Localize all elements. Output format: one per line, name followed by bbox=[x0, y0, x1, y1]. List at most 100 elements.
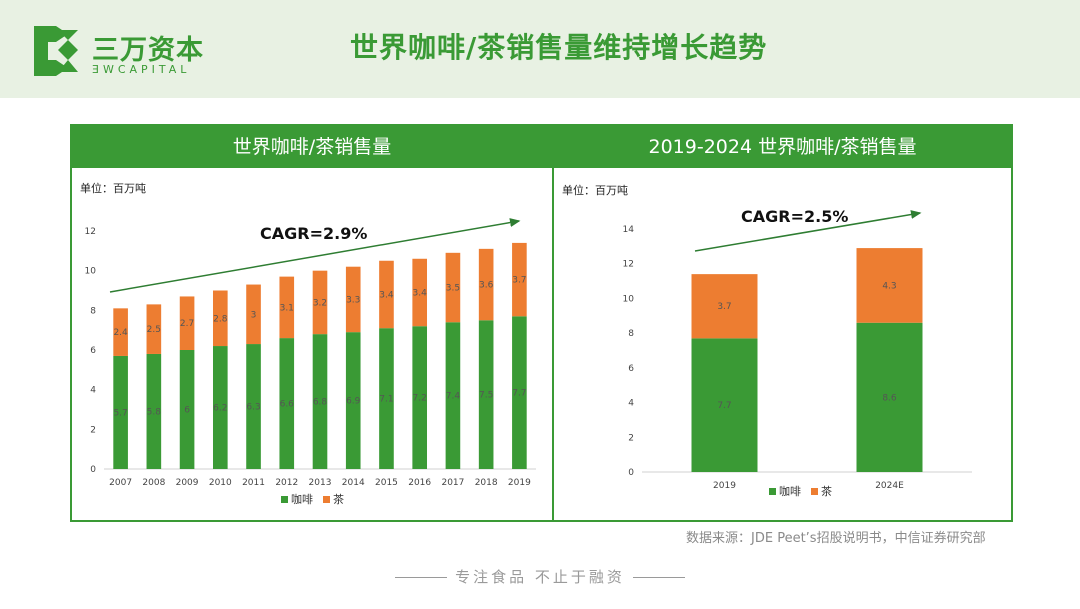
bar-tea bbox=[113, 308, 128, 356]
chart-world-sales: 0 2 4 6 8 10 12 5.7 2.4 2007 5.8 2.5 2008 6 2.7 2009 6.2… bbox=[85, 218, 536, 506]
trend-arrow bbox=[694, 210, 922, 252]
data-label: 5.8 bbox=[147, 407, 162, 417]
data-label: 7.1 bbox=[379, 395, 393, 405]
bar-coffee bbox=[345, 332, 361, 469]
data-label: 7.5 bbox=[479, 391, 493, 401]
legend-swatch-tea bbox=[811, 488, 818, 495]
y-tick-label: 2 bbox=[90, 425, 96, 435]
data-label: 8.6 bbox=[882, 393, 897, 403]
x-tick-label: 2013 bbox=[309, 478, 332, 488]
data-label: 6.8 bbox=[313, 398, 328, 408]
bar-coffee bbox=[212, 346, 228, 469]
data-label: 2.5 bbox=[147, 325, 161, 335]
bar-tea bbox=[478, 248, 494, 321]
y-tick-label: 6 bbox=[90, 346, 96, 356]
y-tick-label: 4 bbox=[90, 386, 96, 396]
data-label: 7.2 bbox=[413, 394, 427, 404]
data-label: 3.2 bbox=[313, 298, 327, 308]
divider bbox=[632, 577, 685, 578]
data-label: 2.7 bbox=[180, 319, 194, 329]
x-tick-label: 2024E bbox=[875, 481, 904, 491]
bar-tea bbox=[212, 290, 228, 347]
chart-title: 2019-2024 世界咖啡/茶销售量 bbox=[554, 126, 1011, 168]
x-tick-label: 2017 bbox=[441, 478, 464, 488]
trend-arrow bbox=[109, 218, 521, 293]
data-label: 6.2 bbox=[213, 404, 227, 414]
x-tick-label: 2008 bbox=[142, 478, 165, 488]
bar-coffee bbox=[279, 338, 295, 469]
legend-swatch-coffee bbox=[281, 496, 288, 503]
x-tick-label: 2009 bbox=[176, 478, 199, 488]
legend-label: 茶 bbox=[333, 493, 344, 506]
y-tick-label: 0 bbox=[628, 468, 634, 478]
bar-tea bbox=[412, 258, 428, 327]
x-tick-label: 2015 bbox=[375, 478, 398, 488]
page-title: 世界咖啡/茶销售量维持增长趋势 bbox=[350, 31, 768, 64]
y-tick-label: 12 bbox=[623, 260, 634, 270]
bar-tea bbox=[246, 284, 261, 345]
data-label: 2.4 bbox=[113, 328, 128, 338]
bar-tea bbox=[312, 270, 328, 335]
bar-coffee bbox=[445, 322, 461, 469]
data-label: 3.1 bbox=[280, 303, 294, 313]
data-label: 2.8 bbox=[213, 314, 228, 324]
chart-panel-forecast: 2019-2024 世界咖啡/茶销售量 单位：百万吨 0 2 4 6 8 10 12 14 7.… bbox=[552, 124, 1013, 522]
x-tick-label: 2019 bbox=[508, 478, 531, 488]
chart-title: 世界咖啡/茶销售量 bbox=[72, 126, 552, 168]
source-note: 数据来源：JDE Peet’s招股说明书，中信证券研究部 bbox=[686, 531, 986, 546]
data-label: 3 bbox=[251, 310, 257, 320]
bar-tea bbox=[856, 248, 923, 323]
bar-coffee bbox=[113, 355, 128, 469]
data-label: 3.7 bbox=[717, 302, 731, 312]
y-tick-label: 0 bbox=[90, 465, 96, 475]
x-tick-label: 2019 bbox=[713, 481, 736, 491]
bar-tea bbox=[345, 266, 361, 333]
data-label: 6.6 bbox=[280, 400, 295, 410]
y-tick-label: 8 bbox=[90, 306, 96, 316]
data-label: 3.4 bbox=[379, 290, 394, 300]
y-tick-label: 2 bbox=[628, 433, 634, 443]
data-label: 7.4 bbox=[446, 392, 461, 402]
cagr-annotation: CAGR=2.5% bbox=[741, 207, 848, 226]
y-tick-label: 10 bbox=[623, 294, 635, 304]
data-label: 3.5 bbox=[446, 284, 460, 294]
bar-tea bbox=[179, 296, 195, 350]
legend-label: 茶 bbox=[821, 485, 832, 498]
bar-tea bbox=[279, 276, 295, 339]
chart-forecast-sales: 0 2 4 6 8 10 12 14 7.7 3.7 2019 8.6 4.3 2024E CAGR=2.5… bbox=[623, 207, 972, 498]
chart-panel-world: 世界咖啡/茶销售量 单位：百万吨 0 2 4 6 8 10 12 5.7 2.4 2007 5.8 2… bbox=[70, 124, 554, 522]
data-label: 3.3 bbox=[346, 295, 360, 305]
bar-coffee bbox=[246, 344, 261, 469]
divider bbox=[395, 577, 448, 578]
unit-label: 单位：百万吨 bbox=[80, 182, 146, 195]
cagr-annotation: CAGR=2.9% bbox=[260, 224, 367, 243]
legend-swatch-coffee bbox=[769, 488, 776, 495]
bar-tea bbox=[146, 304, 162, 354]
data-label: 7.7 bbox=[512, 389, 526, 399]
header-bar: 三万资本 ƎWCAPITAL 世界咖啡/茶销售量维持增长趋势 bbox=[0, 0, 1080, 98]
bar-tea bbox=[445, 252, 461, 323]
bar-coffee bbox=[478, 320, 494, 469]
bar-coffee bbox=[179, 350, 195, 469]
legend-swatch-tea bbox=[323, 496, 330, 503]
bar-coffee bbox=[691, 338, 758, 472]
data-label: 3.6 bbox=[479, 281, 494, 291]
x-tick-label: 2011 bbox=[242, 478, 265, 488]
bar-coffee bbox=[512, 316, 527, 469]
y-tick-label: 4 bbox=[628, 399, 634, 409]
brand-name-en: ƎWCAPITAL bbox=[92, 63, 191, 76]
unit-label: 单位：百万吨 bbox=[562, 184, 628, 197]
x-tick-label: 2016 bbox=[408, 478, 431, 488]
data-label: 7.7 bbox=[717, 401, 731, 411]
x-tick-label: 2007 bbox=[109, 478, 132, 488]
bar-coffee bbox=[379, 328, 394, 469]
y-tick-label: 10 bbox=[85, 267, 97, 277]
y-tick-label: 8 bbox=[628, 329, 634, 339]
bar-tea bbox=[512, 242, 527, 317]
bar-coffee bbox=[146, 353, 162, 469]
x-tick-label: 2014 bbox=[342, 478, 365, 488]
x-tick-label: 2010 bbox=[209, 478, 232, 488]
legend-label: 咖啡 bbox=[779, 484, 801, 498]
data-label: 3.4 bbox=[413, 288, 428, 298]
footer-slogan: 专注食品 不止于融资 bbox=[0, 566, 1080, 587]
